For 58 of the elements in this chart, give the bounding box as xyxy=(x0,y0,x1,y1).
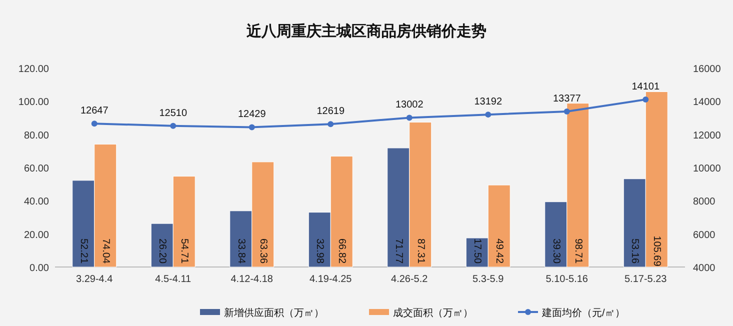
y2-tick-label: 4000 xyxy=(693,263,716,274)
data-label: 13002 xyxy=(395,100,424,111)
x-tick-label: 4.12-4.18 xyxy=(230,274,274,285)
y-tick-label: 0.00 xyxy=(30,263,50,274)
y2-tick-label: 14000 xyxy=(693,97,722,108)
y-tick-label: 100.00 xyxy=(18,97,50,108)
data-label: 105.69 xyxy=(651,236,662,267)
x-tick-label: 4.26-5.2 xyxy=(391,274,428,285)
legend-label: 建面均价（元/㎡） xyxy=(541,307,625,319)
point xyxy=(406,114,412,121)
data-label: 74.04 xyxy=(100,238,111,264)
chart-title: 近八周重庆主城区商品房供销价走势 xyxy=(246,22,486,40)
data-label: 17.50 xyxy=(472,238,483,264)
data-label: 14101 xyxy=(632,81,660,92)
data-label: 12429 xyxy=(238,109,266,120)
data-label: 33.84 xyxy=(235,238,246,264)
x-tick-label: 5.17-5.23 xyxy=(624,274,668,285)
legend-label: 新增供应面积（万㎡） xyxy=(224,307,324,319)
data-label: 12647 xyxy=(80,106,109,117)
point xyxy=(328,121,334,128)
point xyxy=(248,124,255,130)
data-label: 39.30 xyxy=(550,238,562,264)
data-label: 63.36 xyxy=(257,238,268,264)
y-tick-label: 20.00 xyxy=(24,230,50,241)
data-label: 87.31 xyxy=(414,238,426,264)
y2-tick-label: 10000 xyxy=(693,164,722,174)
y2-tick-label: 16000 xyxy=(693,64,722,75)
data-label: 12619 xyxy=(316,106,345,118)
point xyxy=(170,122,176,129)
y-tick-label: 80.00 xyxy=(24,130,50,142)
point xyxy=(485,112,492,118)
data-label: 66.82 xyxy=(336,238,348,264)
y-tick-label: 40.00 xyxy=(24,196,50,208)
y-tick-label: 60.00 xyxy=(24,164,50,174)
x-tick-label: 5.10-5.16 xyxy=(546,274,588,285)
data-label: 13377 xyxy=(552,94,582,104)
data-label: 71.77 xyxy=(392,238,404,264)
y2-tick-label: 6000 xyxy=(693,230,716,241)
x-tick-label: 4.5-4.11 xyxy=(155,274,192,285)
x-tick-label: 3.29-4.4 xyxy=(76,274,114,285)
point xyxy=(564,108,570,114)
point xyxy=(91,120,98,127)
data-label: 12510 xyxy=(159,108,188,119)
y-tick-label: 120.00 xyxy=(18,64,50,75)
y2-tick-label: 12000 xyxy=(693,130,722,142)
data-label: 13192 xyxy=(474,96,502,108)
data-label: 32.98 xyxy=(314,238,326,264)
y2-tick-label: 8000 xyxy=(693,196,716,208)
data-label: 52.21 xyxy=(78,238,89,264)
data-label: 49.42 xyxy=(494,238,505,264)
x-tick-label: 5.3-5.9 xyxy=(472,274,504,285)
point xyxy=(642,96,649,102)
legend-label: 成交面积（万㎡） xyxy=(393,307,473,319)
data-label: 53.16 xyxy=(629,238,640,264)
data-label: 26.20 xyxy=(156,238,168,264)
data-label: 54.71 xyxy=(178,238,190,264)
x-tick-label: 4.19-4.25 xyxy=(309,274,352,285)
data-label: 98.71 xyxy=(572,238,584,264)
